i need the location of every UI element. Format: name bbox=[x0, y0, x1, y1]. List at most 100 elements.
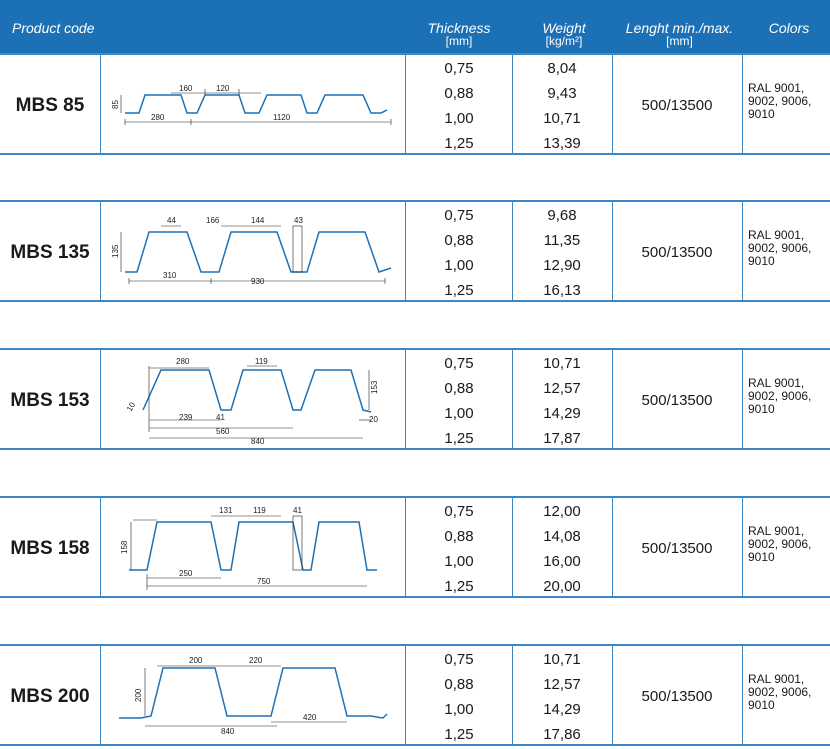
dim-label: 840 bbox=[221, 727, 235, 736]
weight-value: 17,87 bbox=[543, 430, 581, 447]
dim-label: 200 bbox=[134, 688, 143, 702]
thickness-value: 1,25 bbox=[444, 430, 474, 447]
header-weight: Weight [kg/m²] bbox=[515, 21, 613, 47]
dim-label: 160 bbox=[179, 84, 193, 93]
dim-label: 239 bbox=[179, 413, 193, 422]
product-code: MBS 158 bbox=[10, 538, 90, 559]
thickness-value: 1,00 bbox=[444, 110, 474, 127]
thickness-value: 0,88 bbox=[444, 380, 474, 397]
dim-label: 119 bbox=[253, 506, 266, 515]
thickness-value: 1,00 bbox=[444, 701, 474, 718]
dim-label: 220 bbox=[249, 656, 263, 665]
dim-label: 840 bbox=[251, 437, 265, 446]
weight-value: 16,13 bbox=[543, 282, 581, 299]
weight-value: 12,00 bbox=[543, 503, 581, 520]
profile-drawing: 44 166 144 43 135 310 930 bbox=[111, 216, 392, 286]
profile-drawing: 131 119 41 158 250 750 bbox=[120, 506, 377, 590]
header-thickness-unit: [mm] bbox=[445, 34, 473, 48]
dim-label: 750 bbox=[257, 577, 271, 586]
thickness-value: 0,75 bbox=[444, 503, 474, 520]
table-header: Product code Thickness [mm] Weight [kg/m… bbox=[0, 0, 830, 53]
product-code: MBS 153 bbox=[10, 390, 90, 411]
product-code: MBS 200 bbox=[10, 686, 90, 707]
header-weight-label: Weight bbox=[542, 20, 586, 36]
weight-value: 14,29 bbox=[543, 701, 581, 718]
header-colors: Colors bbox=[768, 20, 810, 36]
dim-label: 144 bbox=[251, 216, 265, 225]
length-value: 500/13500 bbox=[641, 97, 713, 114]
thickness-value: 1,25 bbox=[444, 726, 474, 743]
profile-drawing: 280 119 10 239 41 560 840 153 20 bbox=[125, 357, 379, 446]
table-row: MBS 135 44 166 144 43 135 310 930 0,75 0… bbox=[0, 200, 830, 302]
dim-label: 420 bbox=[303, 713, 317, 722]
weight-value: 10,71 bbox=[543, 110, 581, 127]
thickness-value: 1,25 bbox=[444, 135, 474, 152]
table-row: MBS 158 131 119 41 158 250 750 0,75 0,88… bbox=[0, 496, 830, 598]
thickness-value: 1,25 bbox=[444, 282, 474, 299]
weight-value: 10,71 bbox=[543, 355, 581, 372]
product-code: MBS 85 bbox=[15, 95, 85, 116]
weight-value: 13,39 bbox=[543, 135, 581, 152]
length-value: 500/13500 bbox=[641, 244, 713, 261]
header-product-code: Product code bbox=[12, 20, 95, 36]
dim-label: 166 bbox=[206, 216, 220, 225]
thickness-value: 0,88 bbox=[444, 676, 474, 693]
dim-label: 85 bbox=[111, 100, 120, 109]
weight-value: 12,57 bbox=[543, 676, 581, 693]
dim-label: 131 bbox=[219, 506, 233, 515]
dim-label: 250 bbox=[179, 569, 193, 578]
weight-value: 14,29 bbox=[543, 405, 581, 422]
thickness-value: 1,00 bbox=[444, 553, 474, 570]
dim-label: 120 bbox=[216, 84, 230, 93]
header-length-label: Lenght min./max. bbox=[625, 20, 734, 36]
thickness-value: 1,00 bbox=[444, 405, 474, 422]
header-weight-unit: [kg/m²] bbox=[545, 34, 583, 48]
table-row: MBS 153 280 119 10 239 41 560 840 153 20… bbox=[0, 348, 830, 450]
dim-label: 44 bbox=[167, 216, 176, 225]
colors-value: RAL 9001, 9002, 9006, 9010 bbox=[748, 672, 812, 712]
weight-value: 20,00 bbox=[543, 578, 581, 595]
header-length: Lenght min./max. [mm] bbox=[612, 21, 747, 47]
dim-label: 280 bbox=[151, 113, 165, 122]
weight-value: 11,35 bbox=[543, 232, 581, 249]
thickness-value: 0,75 bbox=[444, 355, 474, 372]
weight-value: 12,90 bbox=[543, 257, 581, 274]
thickness-value: 1,25 bbox=[444, 578, 474, 595]
dim-label: 280 bbox=[176, 357, 190, 366]
dim-label: 41 bbox=[216, 413, 225, 422]
dim-label: 560 bbox=[216, 427, 230, 436]
header-thickness-label: Thickness bbox=[427, 20, 491, 36]
thickness-value: 0,88 bbox=[444, 528, 474, 545]
thickness-value: 0,75 bbox=[444, 207, 474, 224]
colors-value: RAL 9001, 9002, 9006, 9010 bbox=[748, 524, 812, 564]
header-length-unit: [mm] bbox=[666, 34, 693, 48]
dim-label: 200 bbox=[189, 656, 203, 665]
length-value: 500/13500 bbox=[641, 540, 713, 557]
dim-label: 310 bbox=[163, 271, 177, 280]
thickness-value: 0,88 bbox=[444, 85, 474, 102]
dim-label: 119 bbox=[255, 357, 268, 366]
thickness-value: 0,75 bbox=[444, 651, 474, 668]
dim-label: 10 bbox=[125, 400, 138, 413]
length-value: 500/13500 bbox=[641, 688, 713, 705]
weight-value: 10,71 bbox=[543, 651, 581, 668]
colors-value: RAL 9001, 9002, 9006, 9010 bbox=[748, 376, 812, 416]
table-row: MBS 85 160 120 280 1120 85 0,75 0,88 1,0… bbox=[0, 53, 830, 155]
dim-label: 1120 bbox=[273, 113, 291, 122]
colors-value: RAL 9001, 9002, 9006, 9010 bbox=[748, 228, 812, 268]
table-row: MBS 200 200 220 200 840 420 0,75 0,88 1,… bbox=[0, 644, 830, 746]
product-code: MBS 135 bbox=[10, 242, 90, 263]
colors-value: RAL 9001, 9002, 9006, 9010 bbox=[748, 81, 812, 121]
weight-value: 9,43 bbox=[547, 85, 577, 102]
dim-label: 158 bbox=[120, 540, 129, 554]
weight-value: 17,86 bbox=[543, 726, 581, 743]
length-value: 500/13500 bbox=[641, 392, 713, 409]
dim-label: 153 bbox=[370, 380, 379, 394]
weight-value: 14,08 bbox=[543, 528, 581, 545]
dim-label: 20 bbox=[369, 415, 378, 424]
thickness-value: 0,88 bbox=[444, 232, 474, 249]
header-thickness: Thickness [mm] bbox=[410, 21, 508, 47]
profile-drawing: 160 120 280 1120 85 bbox=[111, 84, 392, 125]
weight-value: 12,57 bbox=[543, 380, 581, 397]
dim-label: 43 bbox=[294, 216, 303, 225]
